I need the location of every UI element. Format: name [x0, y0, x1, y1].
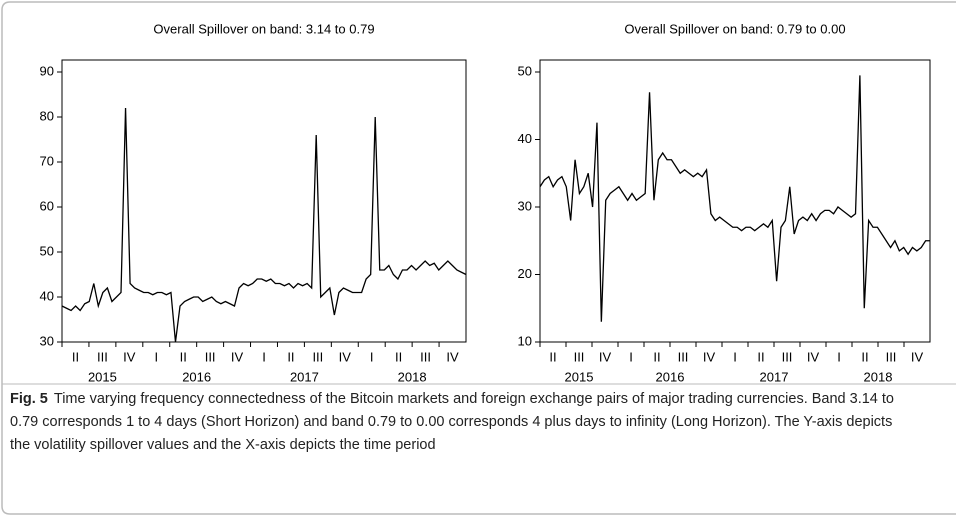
x-tick-label: I [370, 349, 374, 364]
x-tick-label: III [312, 349, 323, 364]
x-tick-label: IV [911, 349, 924, 364]
y-tick-label: 40 [518, 131, 532, 146]
x-tick-label: III [886, 349, 897, 364]
x-tick-label: I [837, 349, 841, 364]
x-tick-label: IV [703, 349, 716, 364]
year-label: 2015 [565, 369, 594, 384]
plot-area [61, 59, 467, 343]
year-label: 2017 [760, 369, 789, 384]
year-label: 2017 [290, 369, 319, 384]
y-tick-label: 80 [40, 108, 54, 123]
caption-label: Fig. 5 [10, 391, 48, 407]
x-tick-label: II [395, 349, 402, 364]
x-tick-label: II [861, 349, 868, 364]
y-tick-label: 50 [40, 243, 54, 258]
x-tick-label: IV [807, 349, 820, 364]
x-tick-label: III [574, 349, 585, 364]
year-label: 2018 [398, 369, 427, 384]
y-tick-label: 30 [40, 333, 54, 348]
x-tick-label: IV [339, 349, 352, 364]
x-tick-label: II [180, 349, 187, 364]
y-tick-label: 90 [40, 63, 54, 78]
series-line [539, 75, 930, 322]
x-tick-label: II [757, 349, 764, 364]
x-tick-label: IV [231, 349, 244, 364]
plot-area [539, 59, 931, 343]
x-tick-label: I [629, 349, 633, 364]
y-tick-label: 20 [518, 266, 532, 281]
y-tick-label: 60 [40, 198, 54, 213]
caption-text: Time varying frequency connectedness of … [10, 391, 894, 453]
series-line [61, 107, 467, 343]
x-tick-label: III [97, 349, 108, 364]
y-tick-label: 10 [518, 333, 532, 348]
chart-title: Overall Spillover on band: 3.14 to 0.79 [153, 21, 374, 36]
x-tick-label: IV [599, 349, 612, 364]
x-tick-label: I [733, 349, 737, 364]
year-label: 2018 [864, 369, 893, 384]
y-tick-label: 40 [40, 288, 54, 303]
caption: Fig. 5 Time varying frequency connectedne… [10, 388, 910, 457]
y-tick-label: 50 [518, 63, 532, 78]
x-tick-label: I [154, 349, 158, 364]
chart-title: Overall Spillover on band: 0.79 to 0.00 [624, 21, 845, 36]
y-tick-label: 30 [518, 198, 532, 213]
year-label: 2016 [656, 369, 685, 384]
x-tick-label: II [549, 349, 556, 364]
year-label: 2016 [182, 369, 211, 384]
year-label: 2015 [88, 369, 117, 384]
x-tick-label: I [262, 349, 266, 364]
x-tick-label: III [678, 349, 689, 364]
x-tick-label: IV [123, 349, 136, 364]
x-tick-label: II [653, 349, 660, 364]
y-tick-label: 70 [40, 153, 54, 168]
x-tick-label: IV [446, 349, 459, 364]
x-tick-label: III [205, 349, 216, 364]
x-tick-label: III [420, 349, 431, 364]
x-tick-label: II [72, 349, 79, 364]
x-tick-label: III [782, 349, 793, 364]
x-tick-label: II [287, 349, 294, 364]
